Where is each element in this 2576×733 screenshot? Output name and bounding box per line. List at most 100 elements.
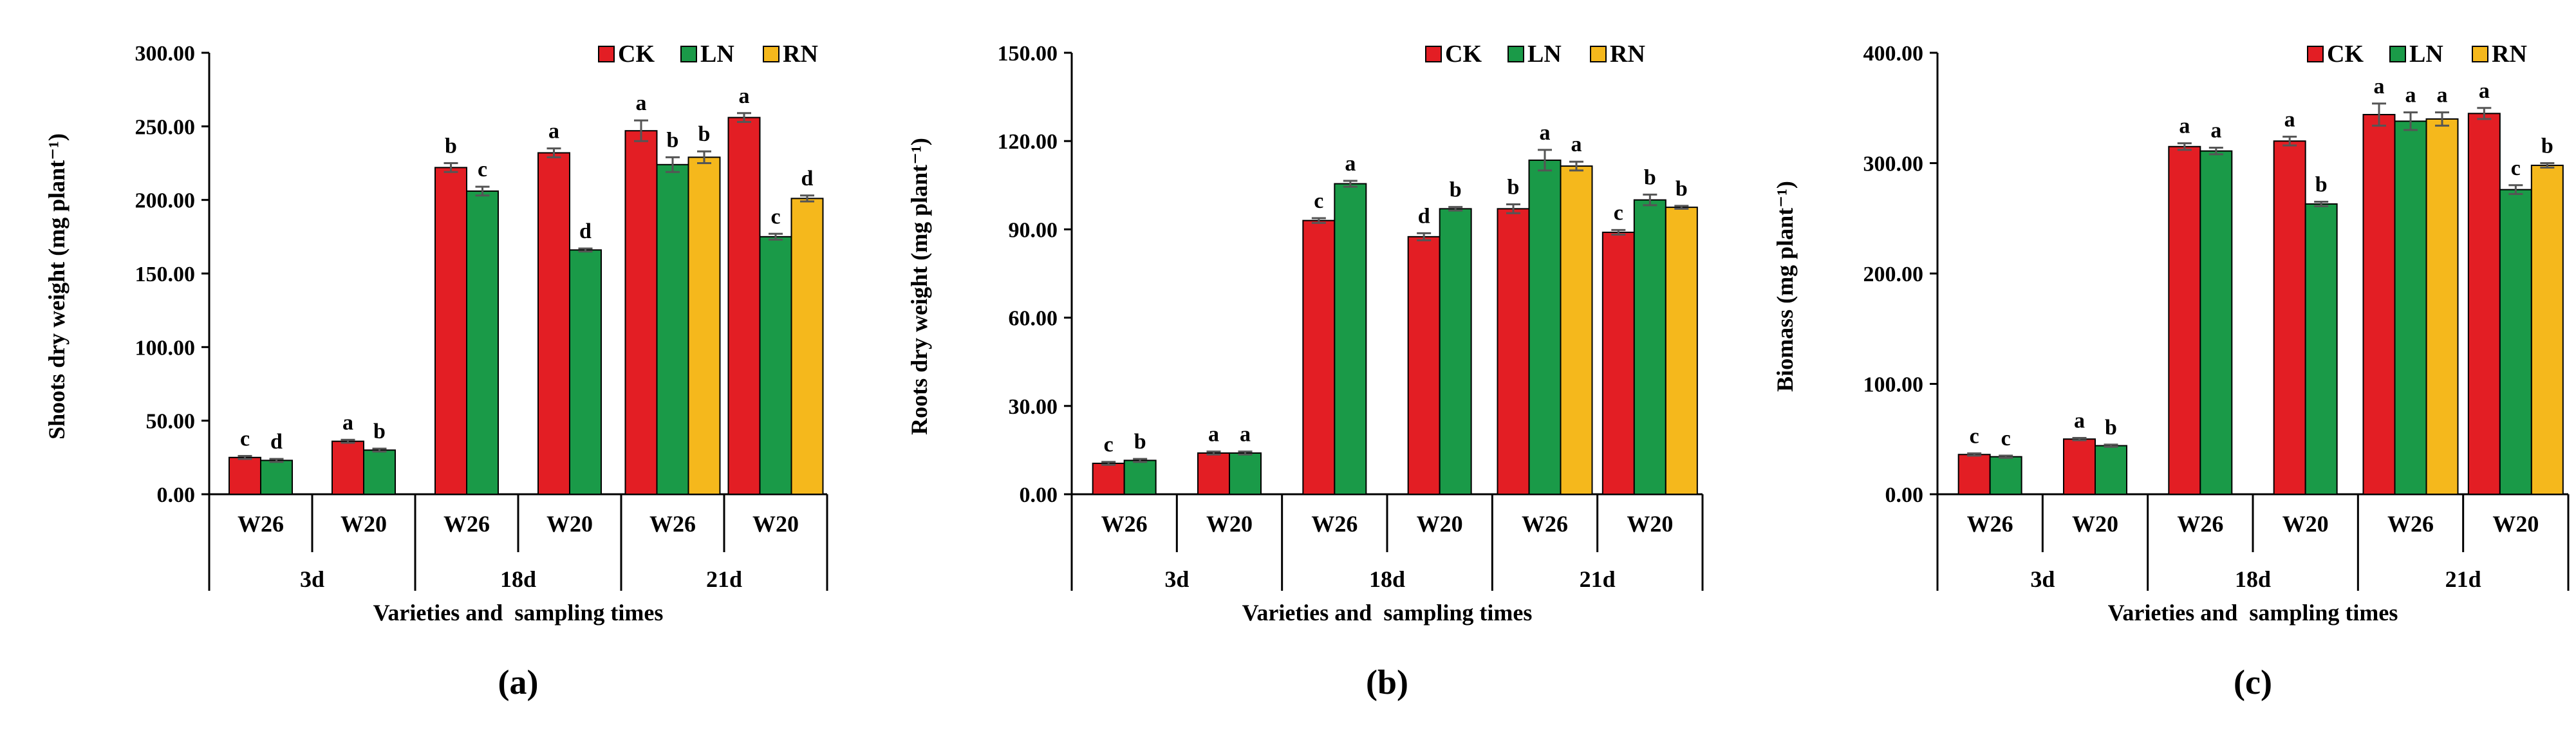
x-axis-title: Varieties and sampling times — [2108, 600, 2398, 626]
y-tick-label: 250.00 — [135, 115, 196, 139]
significance-letter: c — [1614, 201, 1623, 225]
y-tick-label: 0.00 — [1885, 483, 1924, 507]
bar-LN — [2499, 189, 2532, 495]
y-axis-title: Shoots dry weight (mg plant⁻¹) — [44, 133, 70, 440]
significance-letter: b — [1675, 177, 1688, 201]
sampling-time-label: 3d — [300, 566, 324, 592]
significance-letter: a — [1208, 423, 1219, 447]
bar-CK — [1407, 236, 1441, 495]
y-tick-label: 400.00 — [1863, 42, 1924, 66]
variety-label: W20 — [2282, 511, 2329, 537]
legend-label-RN: RN — [1610, 41, 1645, 68]
bar-LN — [656, 163, 689, 495]
bar-CK — [2362, 114, 2396, 496]
significance-letter: a — [1571, 133, 1582, 156]
significance-letter: b — [1134, 430, 1146, 454]
x-axis-title: Varieties and sampling times — [373, 600, 664, 626]
bar-CK — [624, 130, 658, 495]
chart-panel-3: 0.00 100.00 200.00 300.00 400.00 Biomass (mg … — [1772, 41, 2570, 701]
variety-label: W20 — [2492, 511, 2539, 537]
bar-LN — [363, 449, 396, 496]
significance-letter: d — [270, 430, 283, 454]
variety-label: W20 — [2072, 511, 2118, 537]
sampling-time-label: 21d — [1580, 566, 1616, 592]
legend-label-LN: LN — [2409, 41, 2443, 68]
chart-panel-1: 0.00 50.00 100.00 150.00 200.00 250.00 300.00 S… — [44, 41, 828, 701]
legend-swatch-CK — [598, 46, 615, 62]
x-axis-title: Varieties and sampling times — [1242, 600, 1533, 626]
legend-label-CK: CK — [2327, 41, 2364, 68]
significance-letter: a — [2074, 409, 2085, 433]
significance-letter: c — [1970, 425, 1979, 449]
significance-letter: b — [1450, 178, 1462, 202]
significance-letter: c — [2001, 427, 2011, 450]
variety-label: W26 — [2387, 511, 2434, 537]
bar-RN — [1665, 207, 1698, 495]
variety-label: W26 — [1101, 511, 1148, 537]
bar-LN — [2095, 445, 2127, 495]
significance-letter: c — [770, 205, 780, 228]
variety-label: W20 — [546, 511, 593, 537]
sampling-time-label: 21d — [706, 566, 742, 592]
y-axis-title: Biomass (mg plant⁻¹) — [1772, 181, 1798, 392]
y-tick-label: 100.00 — [1863, 373, 1924, 397]
y-tick-label: 300.00 — [135, 42, 196, 66]
legend-label-RN: RN — [783, 41, 818, 68]
y-tick-label: 300.00 — [1863, 153, 1924, 176]
bar-RN — [687, 156, 721, 495]
variety-label: W26 — [649, 511, 696, 537]
bar-CK — [1497, 208, 1530, 495]
significance-letter: b — [698, 122, 711, 146]
sampling-time-label: 3d — [1164, 566, 1189, 592]
bar-CK — [331, 440, 364, 495]
y-axis-title: Roots dry weight (mg plant⁻¹) — [906, 138, 932, 435]
significance-letter: a — [2179, 115, 2190, 138]
bar-CK — [2063, 438, 2096, 495]
significance-letter: b — [445, 135, 457, 158]
variety-label: W20 — [1417, 511, 1463, 537]
y-tick-label: 150.00 — [135, 263, 196, 286]
legend-swatch-RN — [2472, 46, 2488, 62]
significance-letter: a — [1540, 121, 1551, 145]
significance-letter: b — [1644, 165, 1656, 189]
legend-swatch-RN — [1590, 46, 1607, 62]
significance-letter: a — [548, 120, 559, 144]
bar-LN — [1633, 199, 1666, 495]
variety-label: W20 — [341, 511, 387, 537]
y-tick-label: 50.00 — [146, 410, 196, 434]
significance-letter: a — [342, 411, 353, 434]
variety-label: W26 — [443, 511, 490, 537]
bar-LN — [1528, 159, 1562, 495]
bar-LN — [260, 459, 293, 496]
significance-letter: b — [1507, 176, 1520, 199]
significance-letter: d — [1418, 204, 1430, 228]
significance-letter: b — [2315, 173, 2328, 197]
bar-CK — [2467, 113, 2501, 495]
sampling-time-label: 3d — [2030, 566, 2055, 592]
significance-letter: c — [2511, 156, 2521, 180]
variety-label: W26 — [2177, 511, 2223, 537]
bar-LN — [1229, 452, 1262, 495]
bar-CK — [434, 167, 467, 495]
variety-label: W26 — [1311, 511, 1358, 537]
panel-label: (a) — [498, 663, 539, 701]
bar-CK — [1092, 462, 1125, 495]
significance-letter: a — [2284, 107, 2295, 131]
y-tick-label: 100.00 — [135, 336, 196, 360]
legend-label-CK: CK — [1445, 41, 1482, 68]
legend-label-RN: RN — [2492, 41, 2527, 68]
variety-label: W20 — [1627, 511, 1673, 537]
legend-swatch-RN — [763, 46, 779, 62]
bar-RN — [2425, 118, 2459, 495]
significance-letter: c — [1314, 189, 1323, 213]
variety-label: W20 — [752, 511, 799, 537]
significance-letter: c — [240, 427, 250, 451]
bar-CK — [1957, 454, 1991, 496]
bar-CK — [727, 116, 761, 495]
bar-LN — [759, 236, 792, 495]
y-tick-label: 60.00 — [1009, 307, 1058, 331]
bar-CK — [1302, 219, 1336, 495]
variety-label: W20 — [1206, 511, 1253, 537]
significance-letter: b — [2105, 416, 2117, 440]
